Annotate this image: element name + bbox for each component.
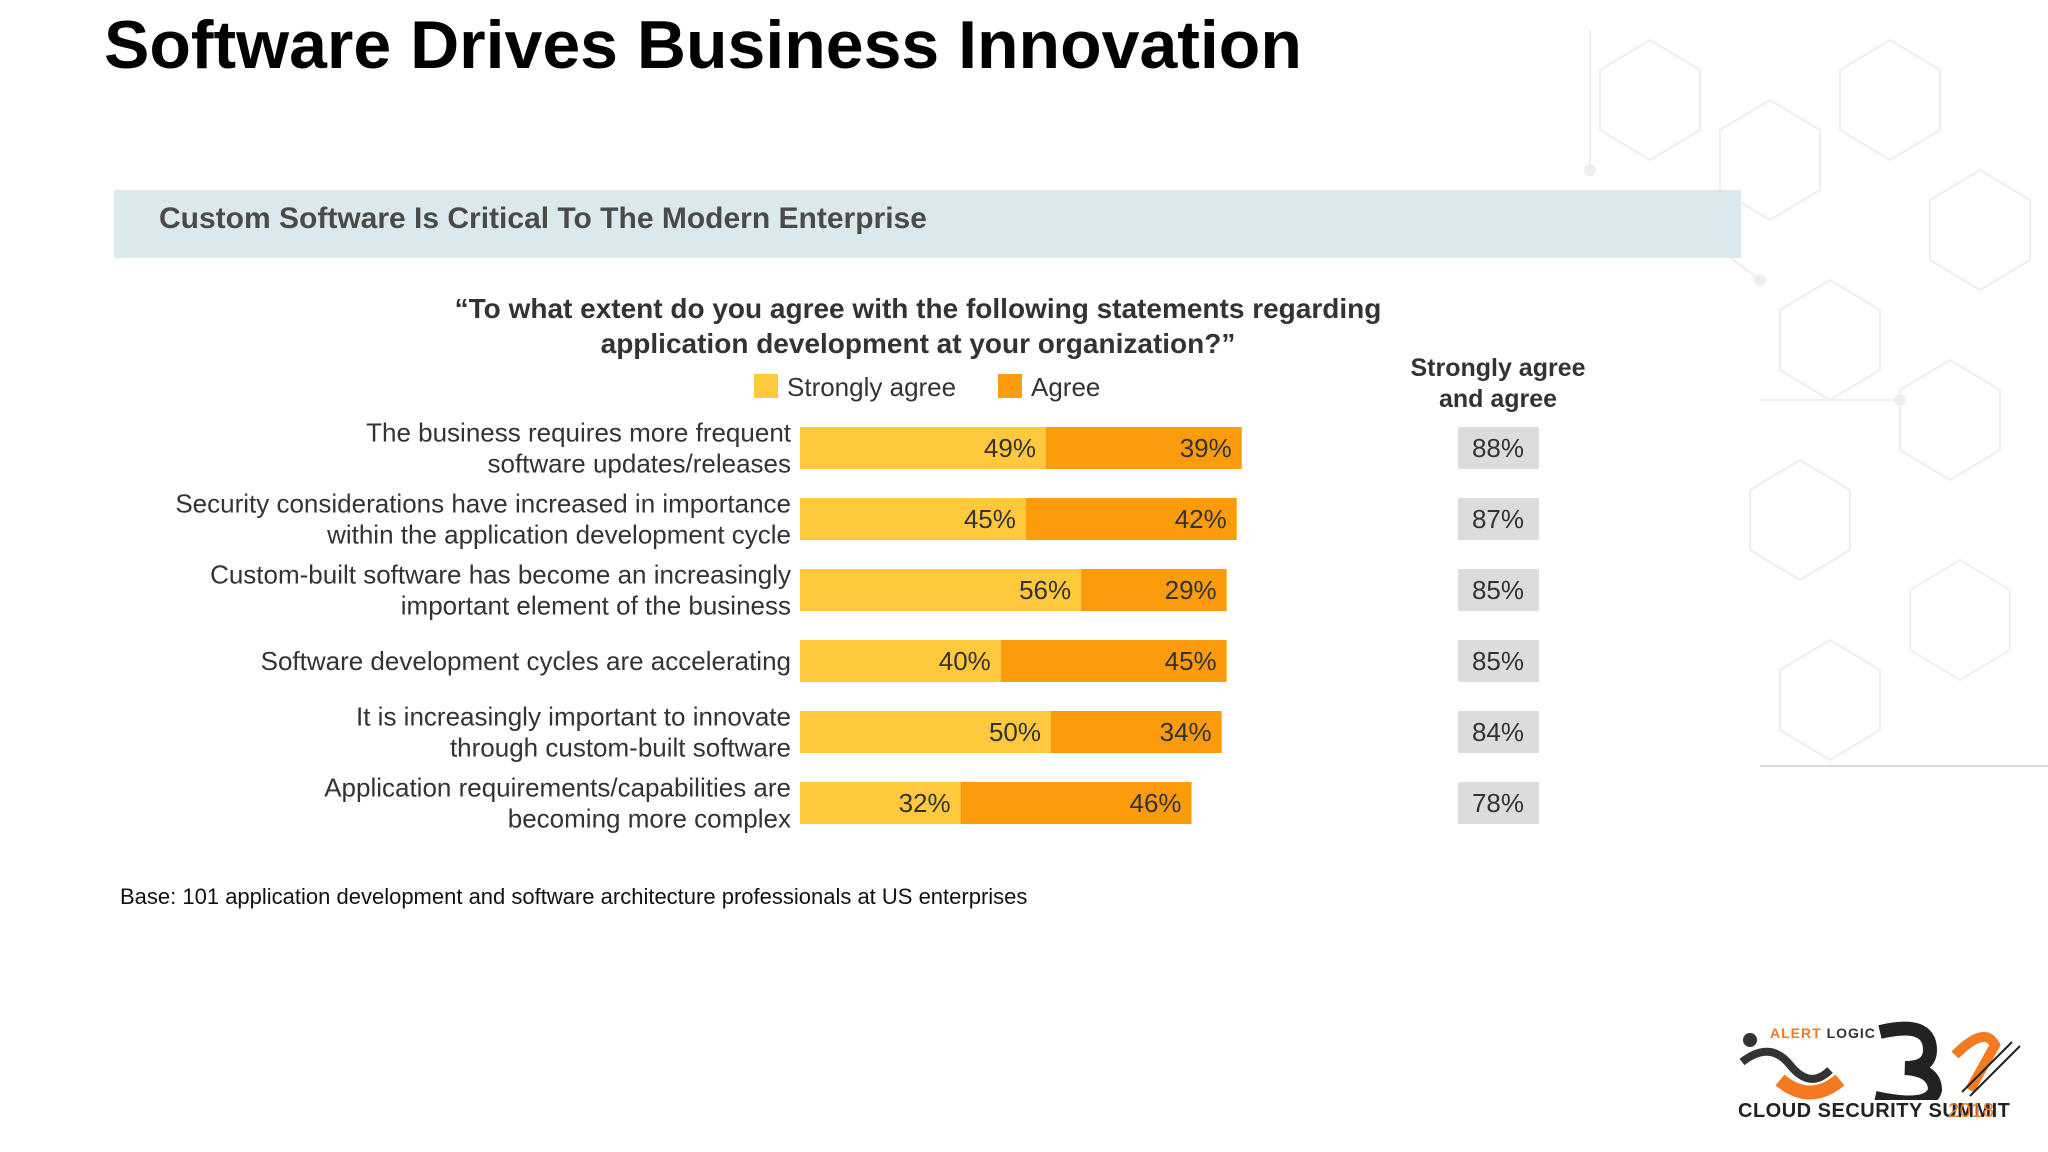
category-label: Application requirements/capabilities ar… [324, 773, 791, 803]
brand-name-part1: ALERT [1770, 1025, 1822, 1041]
category-label: important element of the business [401, 591, 791, 621]
bar-segment [1045, 427, 1242, 469]
chart-header: Custom Software Is Critical To The Moder… [159, 202, 927, 235]
category-label: through custom-built software [450, 733, 791, 763]
bar-value-label: 46% [1130, 788, 1182, 818]
bar-value-label: 40% [939, 646, 991, 676]
chart-footnote: Base: 101 application development and so… [120, 884, 1028, 909]
bar-value-label: 45% [1165, 646, 1217, 676]
bar-segment [800, 569, 1082, 611]
totals-header-line: Strongly agree [1410, 354, 1585, 382]
legend-label: Strongly agree [787, 372, 956, 402]
bar-segment [1025, 498, 1237, 540]
brand-tagline: CLOUD SECURITY SUMMIT [1738, 1100, 2011, 1122]
bar-segment [1081, 569, 1227, 611]
chart-panel: Custom Software Is Critical To The Moder… [114, 190, 1741, 935]
stacked-bar-chart: “To what extent do you agree with the fo… [175, 293, 1585, 834]
legend-swatch [754, 374, 778, 398]
total-box [1458, 498, 1539, 540]
category-label: within the application development cycle [326, 520, 791, 550]
bar-value-label: 49% [984, 433, 1036, 463]
total-box [1458, 640, 1539, 682]
chart-question-line: application development at your organiza… [601, 328, 1236, 359]
bar-value-label: 50% [989, 717, 1041, 747]
bar-segment [800, 711, 1051, 753]
bar-value-label: 34% [1160, 717, 1212, 747]
brand-year: 2018 [1948, 1100, 1995, 1122]
bar-segment [800, 498, 1026, 540]
total-value-label: 85% [1472, 575, 1524, 605]
category-label: becoming more complex [508, 804, 791, 834]
total-value-label: 78% [1472, 788, 1524, 818]
bar-segment [960, 782, 1192, 824]
total-value-label: 87% [1472, 504, 1524, 534]
category-label: Security considerations have increased i… [175, 489, 791, 519]
total-box [1458, 711, 1539, 753]
total-value-label: 84% [1472, 717, 1524, 747]
category-label: The business requires more frequent [366, 418, 792, 448]
chart-header-band: Custom Software Is Critical To The Moder… [114, 190, 1741, 258]
category-label: Custom-built software has become an incr… [210, 560, 791, 590]
legend-label: Agree [1031, 372, 1100, 402]
bar-segment [800, 640, 1001, 682]
total-box [1458, 569, 1539, 611]
category-label: Software development cycles are accelera… [261, 646, 791, 676]
total-box [1458, 427, 1539, 469]
bar-segment [800, 782, 961, 824]
category-label: It is increasingly important to innovate [356, 702, 791, 732]
brand-block: ALERT LOGIC CLOUD SECURITY SUMMIT 2018 [1730, 1010, 2030, 1140]
bar-value-label: 39% [1180, 433, 1232, 463]
bar-segment [1000, 640, 1227, 682]
total-value-label: 88% [1472, 433, 1524, 463]
bar-value-label: 42% [1175, 504, 1227, 534]
bar-value-label: 56% [1019, 575, 1071, 605]
brand-name-part2: LOGIC [1826, 1025, 1876, 1041]
total-value-label: 85% [1472, 646, 1524, 676]
chart-question-line: “To what extent do you agree with the fo… [455, 293, 1382, 324]
summit-logo-icon [1739, 1021, 2021, 1100]
legend-swatch [998, 374, 1022, 398]
bar-value-label: 45% [964, 504, 1016, 534]
bar-segment [1051, 711, 1222, 753]
bar-segment [800, 427, 1046, 469]
bar-value-label: 29% [1165, 575, 1217, 605]
slide-title: Software Drives Business Innovation [104, 7, 1302, 83]
totals-header-line: and agree [1439, 385, 1557, 413]
total-box [1458, 782, 1539, 824]
category-label: software updates/releases [487, 449, 791, 479]
bar-value-label: 32% [899, 788, 951, 818]
